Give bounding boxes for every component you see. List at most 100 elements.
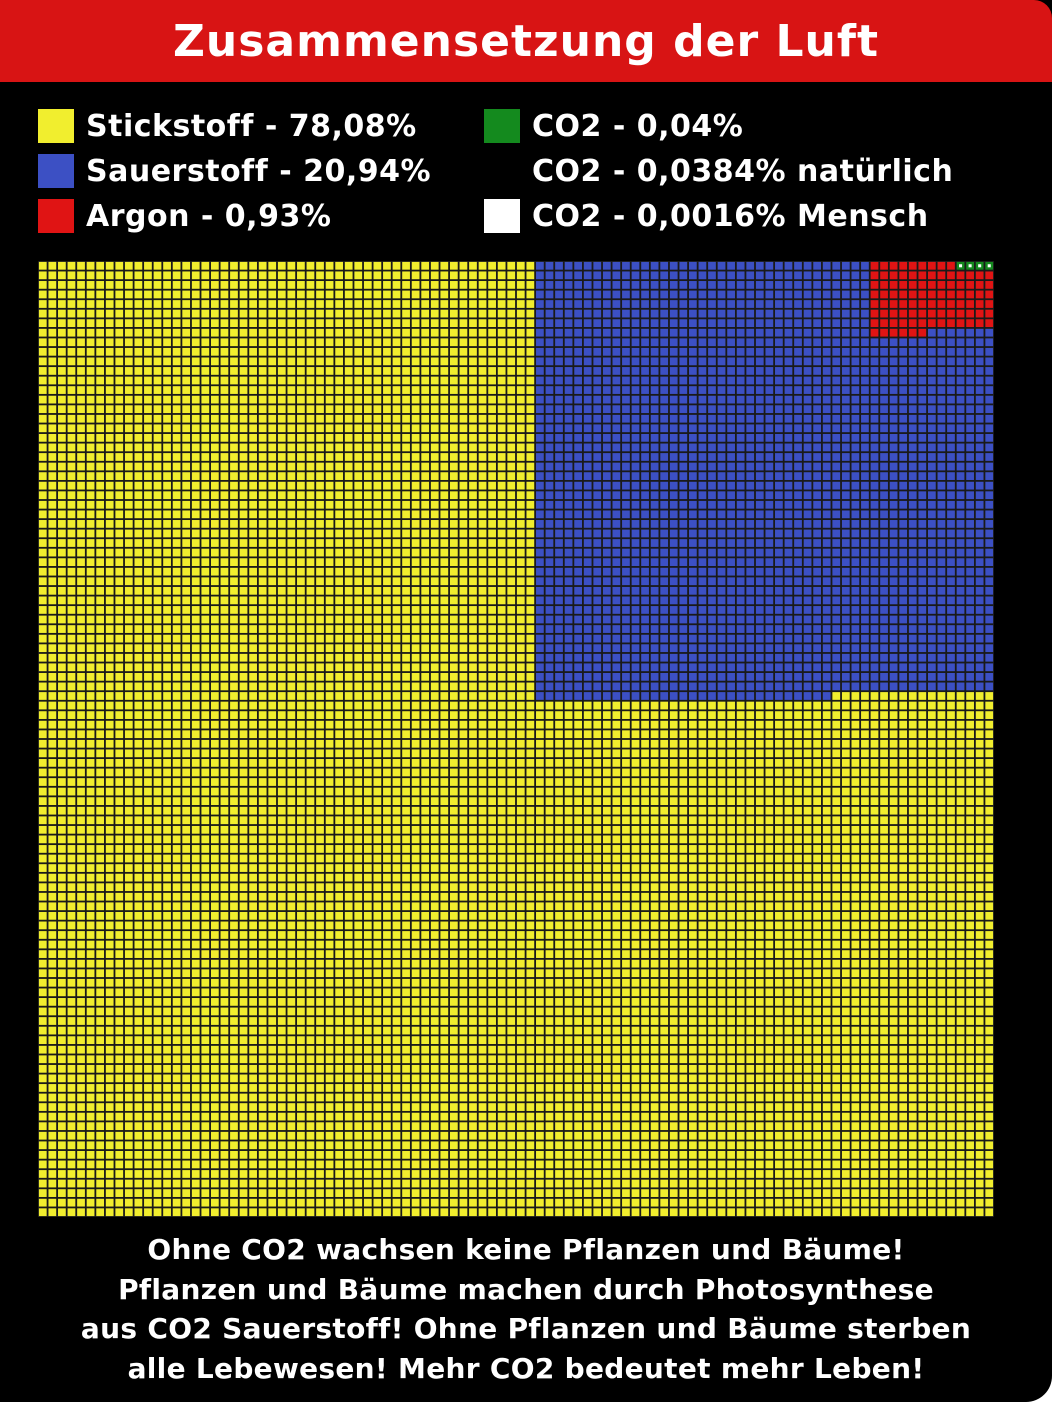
cell-sauerstoff	[803, 653, 812, 662]
cell-sauerstoff	[755, 634, 764, 643]
cell-stickstoff	[488, 395, 496, 404]
cell-stickstoff	[392, 481, 401, 490]
cell-sauerstoff	[746, 328, 755, 337]
cell-stickstoff	[201, 309, 210, 318]
cell-sauerstoff	[650, 281, 659, 289]
cell-sauerstoff	[679, 309, 688, 318]
cell-stickstoff	[239, 338, 248, 347]
cell-sauerstoff	[775, 615, 783, 624]
cell-stickstoff	[182, 367, 191, 375]
cell-stickstoff	[182, 395, 191, 404]
cell-sauerstoff	[727, 500, 735, 509]
cell-stickstoff	[507, 347, 516, 356]
cell-stickstoff	[411, 491, 420, 500]
cell-sauerstoff	[536, 634, 544, 643]
cell-sauerstoff	[717, 414, 726, 423]
cell-stickstoff	[287, 290, 296, 299]
cell-sauerstoff	[669, 558, 678, 567]
cell-stickstoff	[985, 720, 994, 729]
cell-stickstoff	[153, 338, 162, 347]
cell-stickstoff	[38, 548, 47, 557]
cell-stickstoff	[220, 692, 229, 700]
cell-sauerstoff	[574, 443, 583, 452]
cell-stickstoff	[354, 596, 363, 605]
cell-stickstoff	[58, 414, 66, 423]
cell-stickstoff	[402, 682, 410, 691]
cell-sauerstoff	[679, 672, 688, 681]
cell-stickstoff	[38, 672, 47, 681]
cell-stickstoff	[182, 281, 191, 289]
cell-sauerstoff	[908, 443, 917, 452]
cell-sauerstoff	[937, 625, 946, 633]
cell-stickstoff	[335, 692, 344, 700]
cell-sauerstoff	[975, 625, 984, 633]
cell-stickstoff	[478, 319, 487, 328]
cell-stickstoff	[297, 606, 305, 614]
cell-stickstoff	[316, 319, 324, 328]
cell-sauerstoff	[593, 347, 602, 356]
cell-sauerstoff	[832, 625, 841, 633]
cell-sauerstoff	[708, 328, 716, 337]
cell-stickstoff	[153, 520, 162, 528]
cell-stickstoff	[249, 300, 257, 308]
cell-stickstoff	[163, 309, 171, 318]
cell-sauerstoff	[536, 596, 544, 605]
cell-stickstoff	[507, 539, 516, 547]
cell-stickstoff	[402, 347, 410, 356]
cell-stickstoff	[392, 520, 401, 528]
cell-sauerstoff	[822, 395, 831, 404]
cell-stickstoff	[182, 290, 191, 299]
cell-stickstoff	[402, 281, 410, 289]
cell-stickstoff	[335, 491, 344, 500]
cell-stickstoff	[153, 395, 162, 404]
cell-sauerstoff	[650, 405, 659, 414]
cell-stickstoff	[124, 606, 133, 614]
cell-sauerstoff	[669, 606, 678, 614]
cell-stickstoff	[96, 510, 105, 519]
cell-stickstoff	[58, 328, 66, 337]
cell-sauerstoff	[937, 577, 946, 586]
cell-stickstoff	[297, 615, 305, 624]
cell-sauerstoff	[583, 510, 592, 519]
cell-stickstoff	[182, 500, 191, 509]
cell-stickstoff	[975, 692, 984, 700]
cell-stickstoff	[402, 586, 410, 595]
cell-sauerstoff	[870, 682, 879, 691]
cell-stickstoff	[134, 625, 143, 633]
cell-sauerstoff	[813, 261, 822, 270]
cell-stickstoff	[297, 491, 305, 500]
cell-stickstoff	[297, 433, 305, 442]
cell-sauerstoff	[794, 586, 802, 595]
cell-stickstoff	[77, 357, 85, 366]
cell-argon	[927, 300, 936, 308]
cell-sauerstoff	[966, 405, 974, 414]
cell-stickstoff	[249, 720, 257, 729]
cell-stickstoff	[115, 376, 124, 385]
cell-stickstoff	[96, 730, 105, 739]
cell-stickstoff	[344, 701, 353, 710]
cell-sauerstoff	[650, 462, 659, 471]
cell-stickstoff	[526, 300, 535, 308]
cell-sauerstoff	[669, 625, 678, 633]
cell-sauerstoff	[803, 319, 812, 328]
cell-stickstoff	[478, 720, 487, 729]
cell-stickstoff	[258, 462, 267, 471]
cell-sauerstoff	[708, 596, 716, 605]
cell-sauerstoff	[794, 491, 802, 500]
cell-sauerstoff	[688, 271, 697, 280]
cell-sauerstoff	[583, 692, 592, 700]
cell-stickstoff	[488, 271, 496, 280]
cell-stickstoff	[191, 682, 200, 691]
cell-stickstoff	[153, 367, 162, 375]
cell-stickstoff	[58, 663, 66, 672]
cell-stickstoff	[67, 663, 76, 672]
cell-argon	[985, 281, 994, 289]
cell-stickstoff	[230, 606, 238, 614]
cell-sauerstoff	[803, 309, 812, 318]
cell-stickstoff	[249, 309, 257, 318]
cell-stickstoff	[134, 271, 143, 280]
cell-stickstoff	[297, 261, 305, 270]
cell-sauerstoff	[583, 481, 592, 490]
cell-stickstoff	[115, 711, 124, 719]
cell-sauerstoff	[602, 443, 611, 452]
